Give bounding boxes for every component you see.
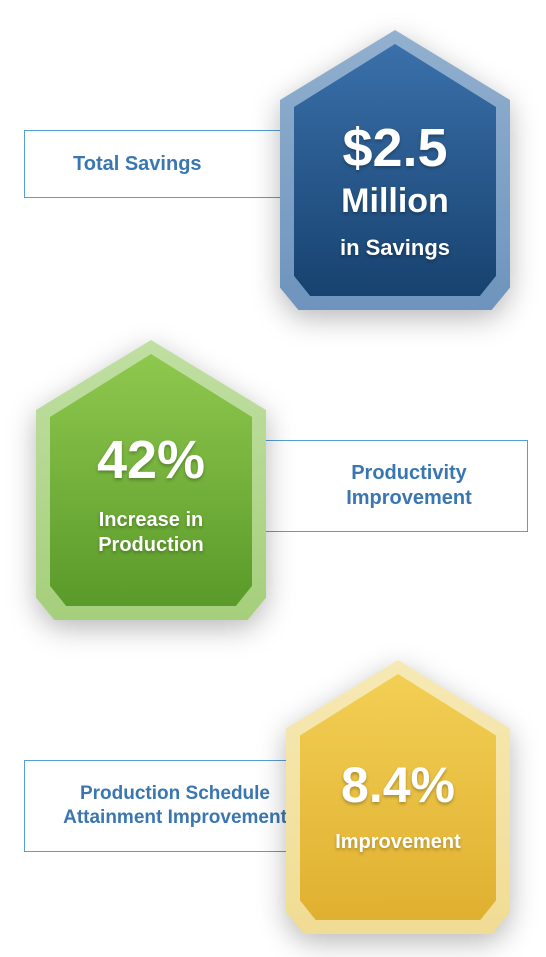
- label-text-line1: Production Schedule: [80, 782, 270, 806]
- pentagon-big-text: $2.5: [280, 120, 510, 177]
- pentagon-big-text: 42%: [36, 432, 266, 489]
- pentagon-savings: $2.5 Million in Savings: [280, 30, 510, 310]
- pentagon-schedule: 8.4% Improvement: [286, 660, 510, 934]
- pentagon-small-text: Increase in Production: [36, 508, 266, 558]
- label-text-line1: Productivity: [351, 461, 467, 486]
- pentagon-small-text: in Savings: [280, 234, 510, 262]
- label-schedule: Production Schedule Attainment Improveme…: [24, 760, 326, 852]
- label-total-savings: Total Savings: [24, 130, 308, 198]
- label-productivity: Productivity Improvement: [230, 440, 528, 532]
- label-text-line2: Attainment Improvement: [63, 806, 287, 830]
- pentagon-small-text: Improvement: [286, 830, 510, 855]
- pentagon-big-text: 8.4%: [286, 759, 510, 812]
- pentagon-mid-text: Million: [280, 184, 510, 220]
- infographic-canvas: Total Savings $2.5 Million in Savings Pr…: [0, 0, 546, 957]
- pentagon-productivity: 42% Increase in Production: [36, 340, 266, 620]
- label-text: Total Savings: [73, 152, 202, 177]
- label-text-line2: Improvement: [346, 486, 472, 511]
